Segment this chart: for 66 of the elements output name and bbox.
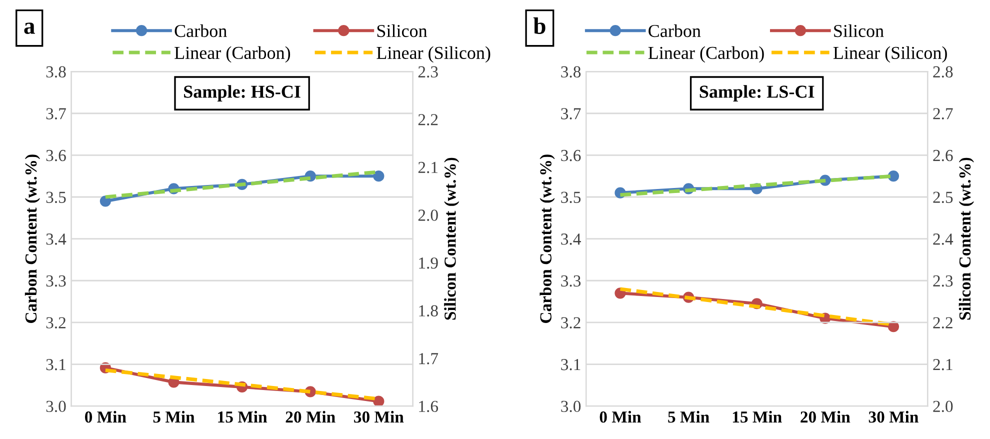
y2-tick-label: 1.6 (419, 400, 438, 412)
point (100, 196, 111, 207)
y2-tick-label: 2.1 (418, 162, 438, 174)
x-tick-label: 5 Min (668, 410, 710, 423)
y2-tick-label: 2.0 (933, 400, 953, 412)
y2-tick-label: 1.9 (419, 257, 438, 269)
legend-label: Silicon (377, 24, 428, 38)
y2-tick-label: 2.3 (418, 66, 438, 78)
x-tick-label: 5 Min (153, 410, 195, 423)
y2-axis-title: Silicon Content (wt.%) (444, 158, 460, 320)
text: Sample: LS-CI (700, 85, 814, 102)
y2-tick-label: 2.8 (933, 66, 953, 78)
legend-label: Linear (Carbon) (174, 46, 290, 63)
y-tick-label: 3.5 (561, 192, 581, 204)
y2-tick-label: 2.3 (933, 275, 953, 287)
x-tick-label: 0 Min (600, 410, 642, 423)
y-tick-label: 3.0 (561, 400, 581, 412)
text: Sample: HS-CI (184, 85, 300, 102)
x-tick-label: 15 Min (732, 410, 782, 423)
y-tick-label: 3.6 (561, 150, 581, 162)
x-tick-label: 15 Min (218, 410, 268, 423)
point (888, 170, 900, 182)
legend-label: Carbon (648, 24, 701, 38)
y-tick-label: 3.4 (561, 234, 581, 245)
point (373, 396, 384, 406)
y-tick-label: 3.3 (561, 275, 581, 287)
y-tick-label: 3.4 (46, 234, 66, 245)
y-tick-label: 3.6 (46, 150, 66, 162)
y2-tick-label: 2.7 (933, 108, 953, 120)
y2-tick-label: 2.6 (933, 150, 953, 162)
y2-axis-title: Silicon Content (wt.%) (958, 158, 974, 320)
legend-label: Linear (Silicon) (833, 46, 947, 63)
y2-tick-label: 2.2 (933, 317, 952, 328)
x-tick-label: 30 Min (868, 410, 918, 423)
y-tick-label: 3.5 (46, 192, 66, 204)
y-tick-label: 3.1 (46, 359, 66, 370)
x-tick-label: 20 Min (800, 410, 850, 423)
legend-label: Linear (Silicon) (376, 46, 490, 63)
x-tick-label: 20 Min (286, 410, 336, 423)
text: a (24, 22, 35, 34)
y-tick-label: 3.8 (46, 66, 66, 78)
y2-tick-label: 1.8 (419, 305, 438, 317)
y-tick-label: 3.7 (561, 108, 581, 120)
y2-tick-label: 2.1 (933, 359, 952, 370)
y-axis-title: Carbon Content (wt.%) (24, 154, 40, 323)
y-tick-label: 3.3 (46, 275, 66, 287)
y-tick-label: 3.8 (561, 66, 581, 78)
text: b (533, 17, 546, 34)
x-tick-label: 30 Min (354, 410, 404, 423)
y-tick-label: 3.2 (561, 317, 580, 328)
y2-tick-label: 2.0 (418, 210, 438, 221)
legend-label: Carbon (174, 24, 227, 38)
legend-label: Linear (Carbon) (648, 46, 764, 63)
point (888, 321, 900, 332)
y-tick-label: 3.2 (46, 317, 66, 328)
legend-label: Silicon (834, 24, 884, 38)
point (373, 170, 384, 182)
y-tick-label: 3.1 (561, 359, 580, 370)
y-axis-title: Carbon Content (wt.%) (540, 154, 555, 323)
y2-tick-label: 1.7 (419, 353, 438, 364)
y-tick-label: 3.0 (46, 400, 66, 412)
y2-tick-label: 2.2 (418, 114, 438, 126)
y-tick-label: 3.7 (46, 108, 66, 120)
x-tick-label: 0 Min (85, 410, 126, 423)
y2-tick-label: 2.5 (933, 192, 953, 204)
y2-tick-label: 2.4 (933, 234, 954, 245)
